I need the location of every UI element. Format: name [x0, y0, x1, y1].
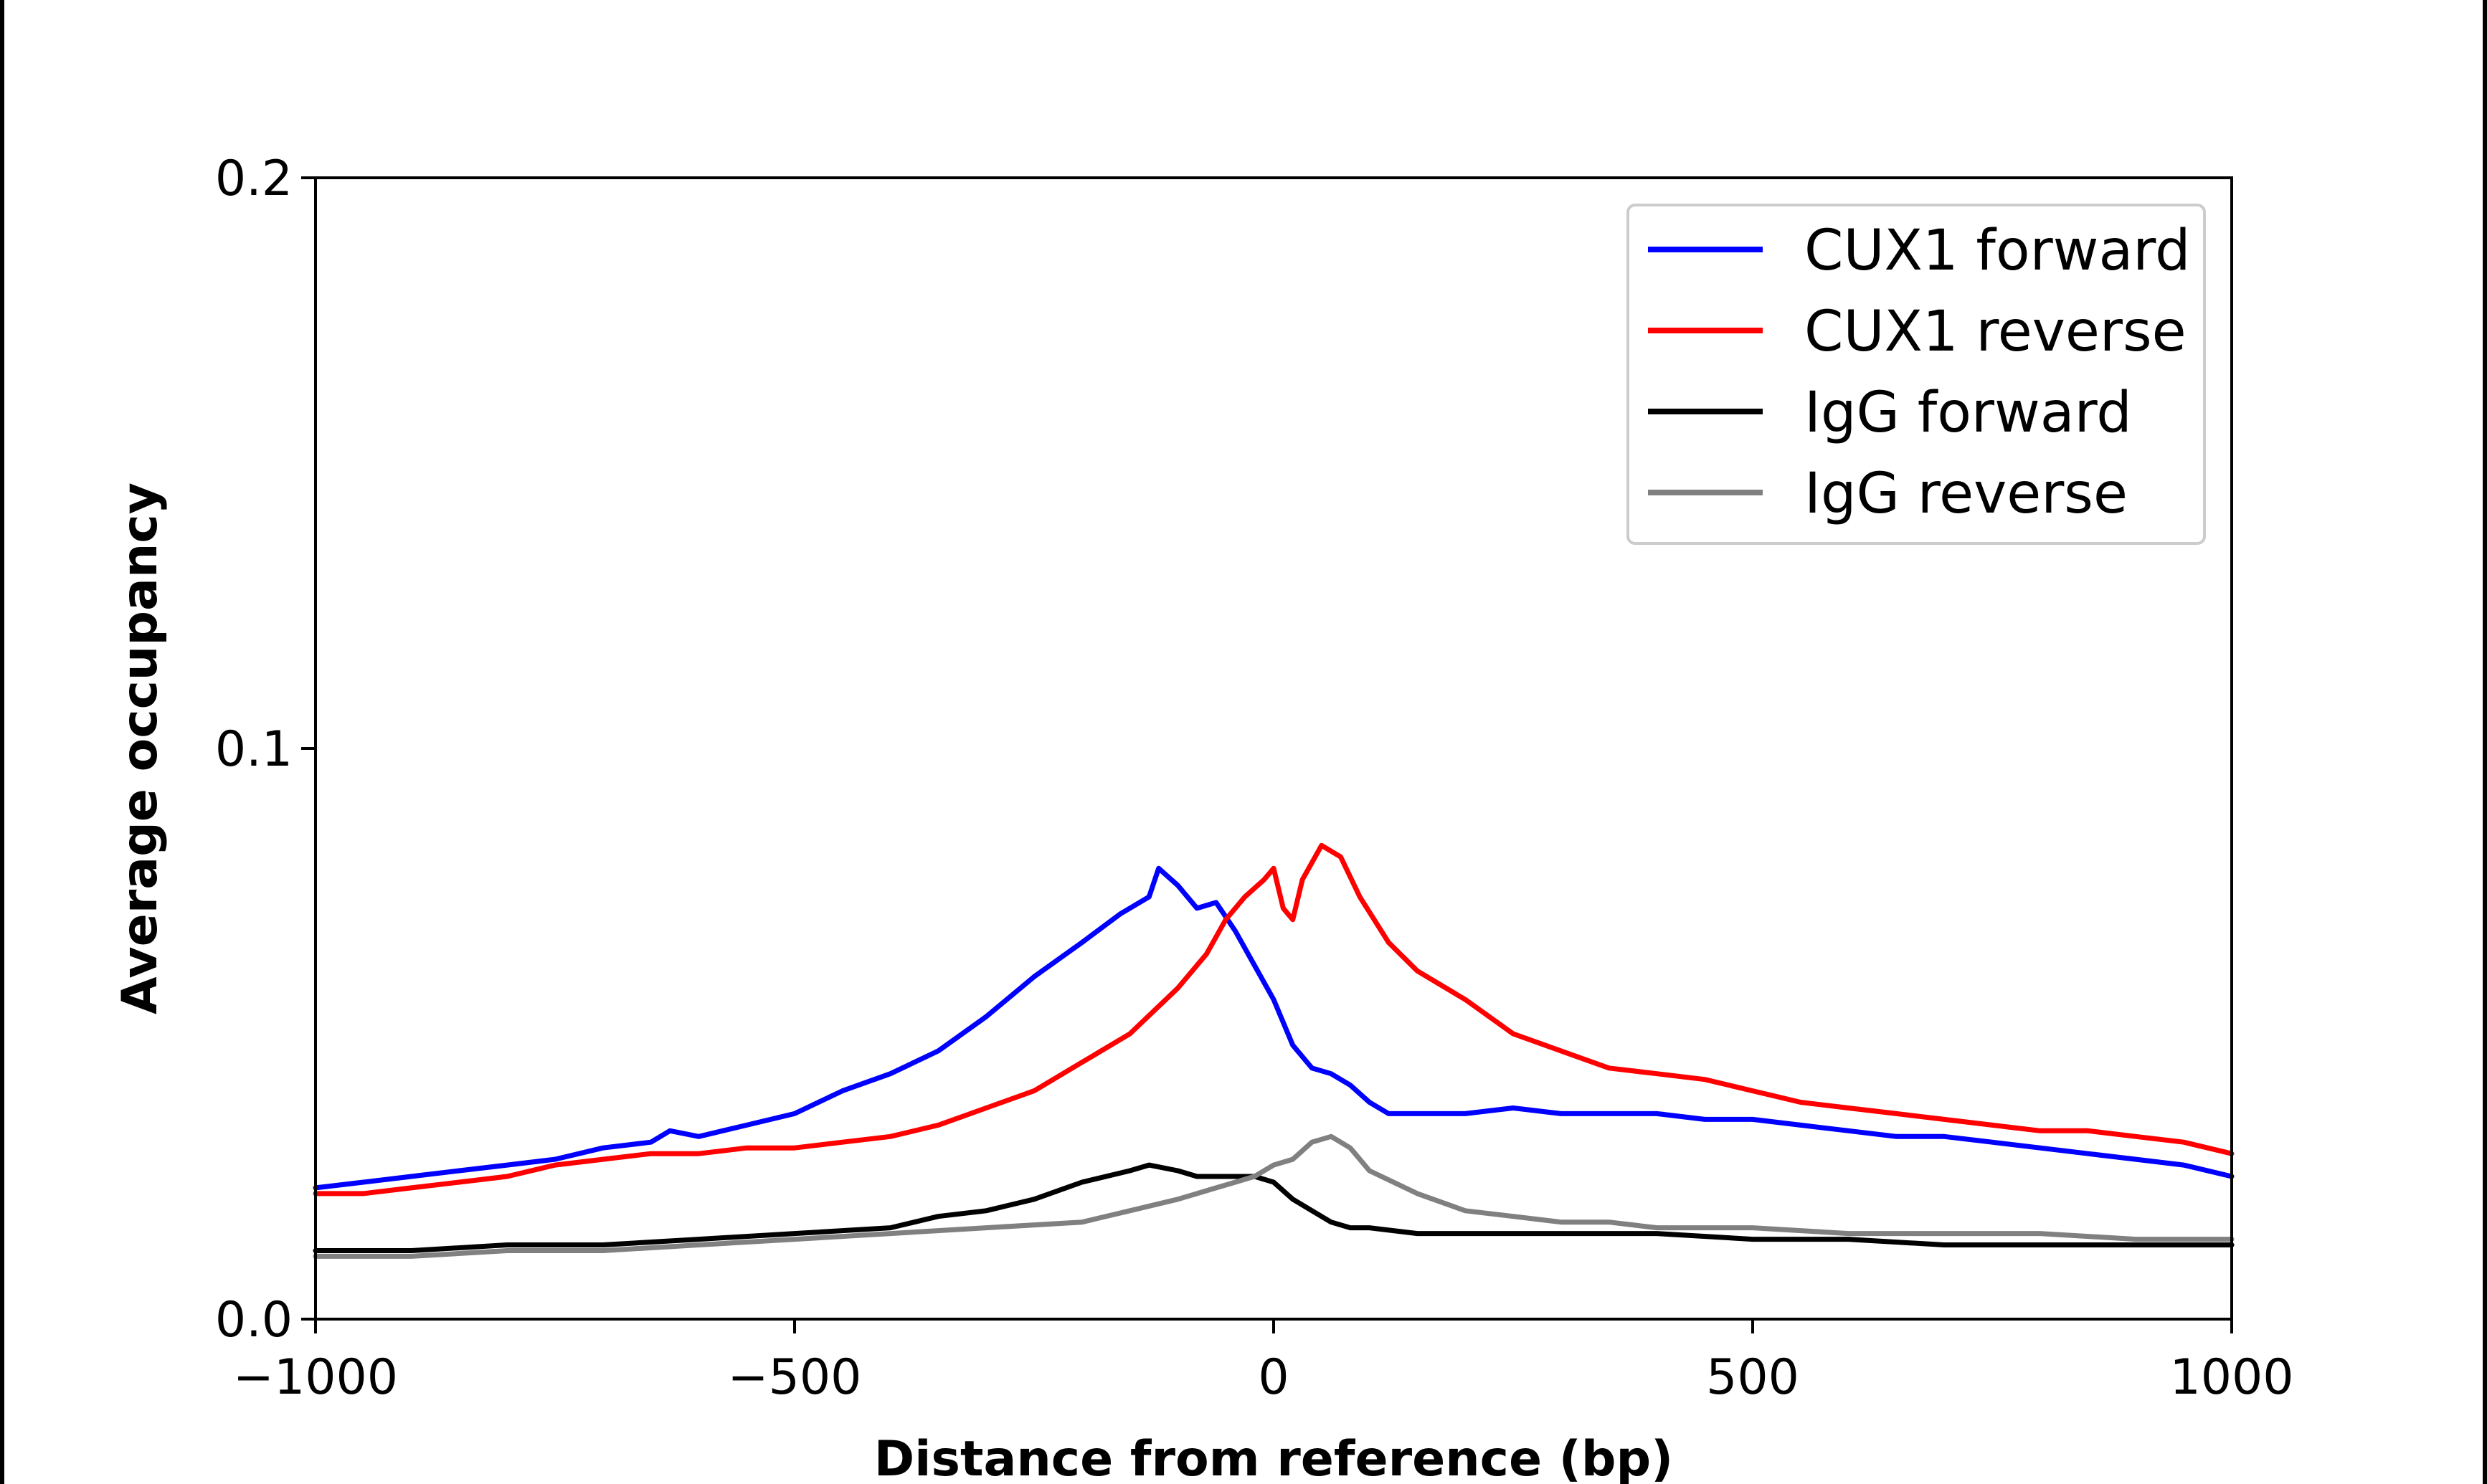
right-frame-border — [2483, 0, 2487, 1484]
x-tick-label: −500 — [728, 1349, 862, 1406]
y-axis-label: Average occupancy — [112, 482, 169, 1014]
legend-label-2: IgG forward — [1804, 381, 2132, 445]
left-frame-border — [0, 0, 4, 1484]
legend-label-3: IgG reverse — [1804, 462, 2128, 526]
x-axis-ticks: −1000 −500 0 500 1000 — [233, 1319, 2294, 1406]
series-line-3 — [313, 1133, 2235, 1259]
series-layer — [313, 842, 2235, 1259]
legend-label-0: CUX1 forward — [1804, 219, 2190, 283]
series-line-2 — [313, 1162, 2235, 1253]
y-tick-label: 0.2 — [215, 151, 293, 207]
x-tick-label: 1000 — [2169, 1349, 2293, 1406]
x-tick-label: 0 — [1258, 1349, 1289, 1406]
y-tick-label: 0.1 — [215, 721, 293, 778]
x-tick-label: −1000 — [233, 1349, 398, 1406]
y-tick-label: 0.0 — [215, 1292, 293, 1349]
legend-label-1: CUX1 reverse — [1804, 300, 2187, 364]
series-line-1 — [313, 842, 2235, 1197]
x-tick-label: 500 — [1706, 1349, 1799, 1406]
series-line-0 — [313, 865, 2235, 1191]
legend: CUX1 forward CUX1 reverse IgG forward IgG r… — [1626, 204, 2206, 545]
y-axis-ticks: 0.0 0.1 0.2 — [215, 151, 316, 1349]
legend-box — [1626, 204, 2206, 545]
x-axis-label: Distance from reference (bp) — [874, 1431, 1674, 1484]
